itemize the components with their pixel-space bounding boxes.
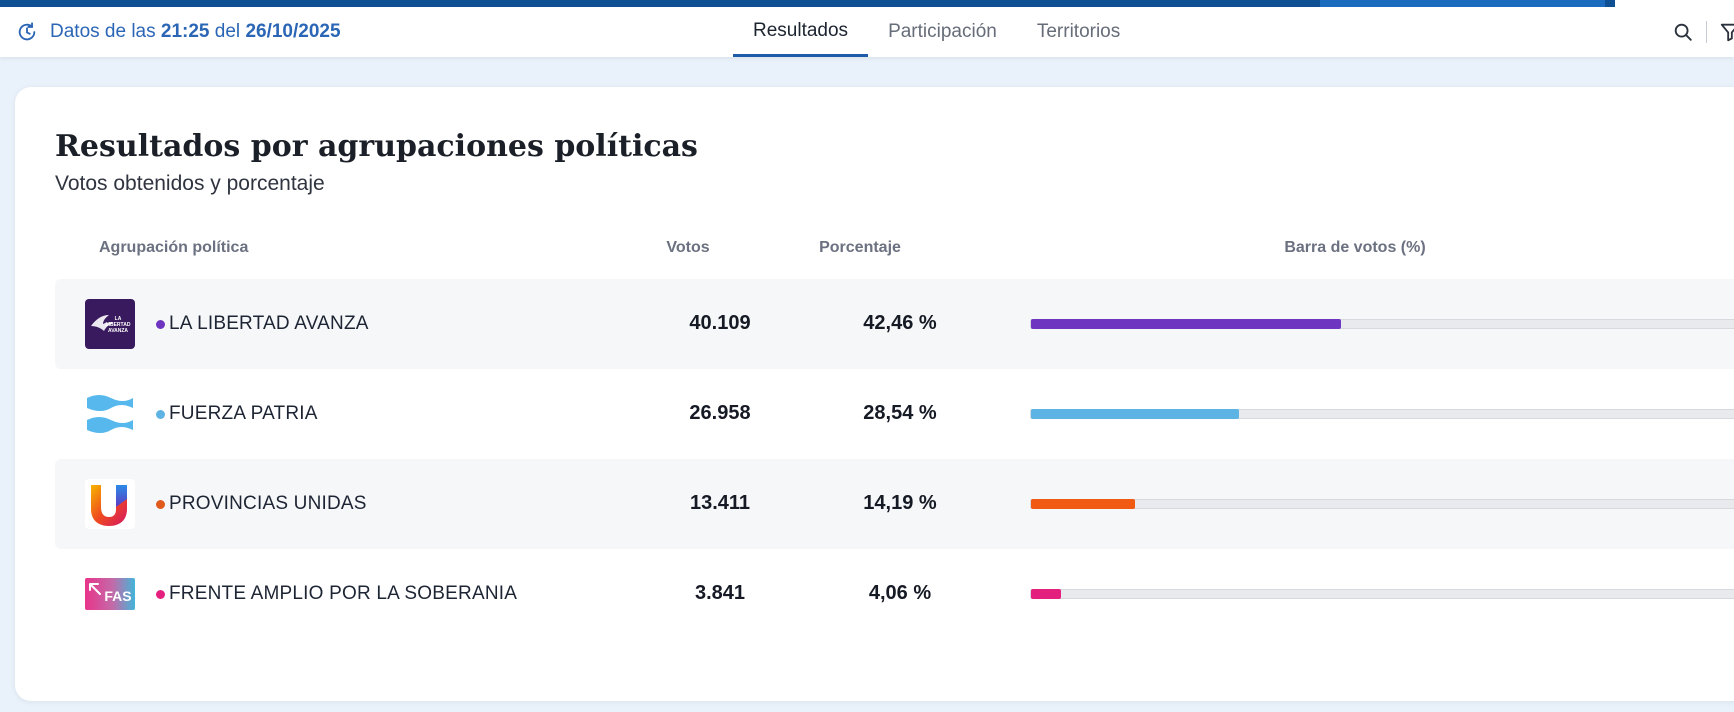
party-name: LA LIBERTAD AVANZA bbox=[169, 313, 369, 334]
column-header-percent: Porcentaje bbox=[819, 239, 901, 256]
vote-bar-track bbox=[1030, 589, 1734, 599]
party-color-dot bbox=[156, 590, 165, 599]
party-percent: 28,54 % bbox=[863, 402, 937, 424]
party-logo-fuerza-patria bbox=[85, 389, 135, 439]
party-name: FUERZA PATRIA bbox=[169, 403, 318, 424]
tab-territorios[interactable]: Territorios bbox=[1036, 21, 1121, 42]
party-votes: 3.841 bbox=[694, 582, 746, 604]
search-icon[interactable] bbox=[1672, 21, 1694, 43]
party-color-dot bbox=[156, 410, 165, 419]
update-mid: del bbox=[214, 21, 241, 42]
table-row[interactable]: FUERZA PATRIA 26.958 28,54 % bbox=[55, 369, 1734, 459]
page-title: Resultados por agrupaciones políticas bbox=[55, 129, 698, 164]
party-percent: 4,06 % bbox=[868, 582, 932, 604]
update-prefix: Datos de las bbox=[50, 21, 156, 42]
party-logo-provincias-unidas bbox=[85, 479, 135, 529]
vote-bar-fill bbox=[1031, 409, 1240, 419]
refresh-icon[interactable] bbox=[16, 21, 38, 43]
logo-text: LIBERTAD bbox=[106, 322, 131, 328]
filter-icon[interactable] bbox=[1719, 21, 1734, 43]
app-header: Datos de las 21:25 del 26/10/2025 Result… bbox=[0, 7, 1734, 57]
top-accent-segment bbox=[1615, 0, 1734, 7]
party-percent: 14,19 % bbox=[863, 492, 937, 514]
party-logo-fas: FAS bbox=[85, 569, 135, 619]
vote-bar-track bbox=[1030, 319, 1734, 329]
logo-text: FAS bbox=[104, 588, 131, 604]
vote-bar-fill bbox=[1031, 319, 1341, 329]
column-header-bar: Barra de votos (%) bbox=[1284, 239, 1426, 256]
vote-bar-track bbox=[1030, 409, 1734, 419]
header-actions bbox=[1672, 21, 1734, 43]
main-tabs: Resultados Participación Territorios bbox=[733, 7, 1140, 57]
update-date: 26/10/2025 bbox=[245, 21, 341, 42]
party-name: FRENTE AMPLIO POR LA SOBERANIA bbox=[169, 583, 518, 604]
tab-resultados[interactable]: Resultados bbox=[733, 7, 869, 57]
header-divider bbox=[1706, 21, 1707, 43]
party-logo-lla: LA LIBERTAD AVANZA bbox=[85, 299, 135, 349]
table-row[interactable]: FAS FRENTE AMPLIO POR LA SOBERANIA 3.841… bbox=[55, 549, 1734, 639]
party-name: PROVINCIAS UNIDAS bbox=[169, 493, 367, 514]
page-subtitle: Votos obtenidos y porcentaje bbox=[55, 172, 325, 195]
vote-bar-fill bbox=[1031, 589, 1061, 599]
table-row[interactable]: LA LIBERTAD AVANZA LA LIBERTAD AVANZA 40… bbox=[55, 279, 1734, 369]
party-votes: 13.411 bbox=[689, 492, 751, 514]
party-color-dot bbox=[156, 320, 165, 329]
vote-bar-fill bbox=[1031, 499, 1135, 509]
party-votes: 26.958 bbox=[689, 402, 751, 424]
results-card: Resultados por agrupaciones políticas Vo… bbox=[15, 87, 1734, 701]
column-header-votes: Votos bbox=[666, 239, 710, 256]
vote-bar-track bbox=[1030, 499, 1734, 509]
top-accent-bar bbox=[0, 0, 1734, 7]
logo-text: LA bbox=[115, 316, 122, 322]
update-time: 21:25 bbox=[160, 21, 210, 42]
update-info[interactable]: Datos de las 21:25 del 26/10/2025 bbox=[16, 21, 341, 43]
party-color-dot bbox=[156, 500, 165, 509]
party-percent: 42,46 % bbox=[863, 312, 937, 334]
table-row[interactable]: PROVINCIAS UNIDAS 13.411 14,19 % bbox=[55, 459, 1734, 549]
top-accent-segment bbox=[1320, 0, 1605, 7]
tab-participacion[interactable]: Participación bbox=[888, 21, 997, 42]
party-votes: 40.109 bbox=[689, 312, 751, 334]
logo-text: AVANZA bbox=[108, 328, 128, 334]
column-header-party: Agrupación política bbox=[99, 239, 249, 256]
